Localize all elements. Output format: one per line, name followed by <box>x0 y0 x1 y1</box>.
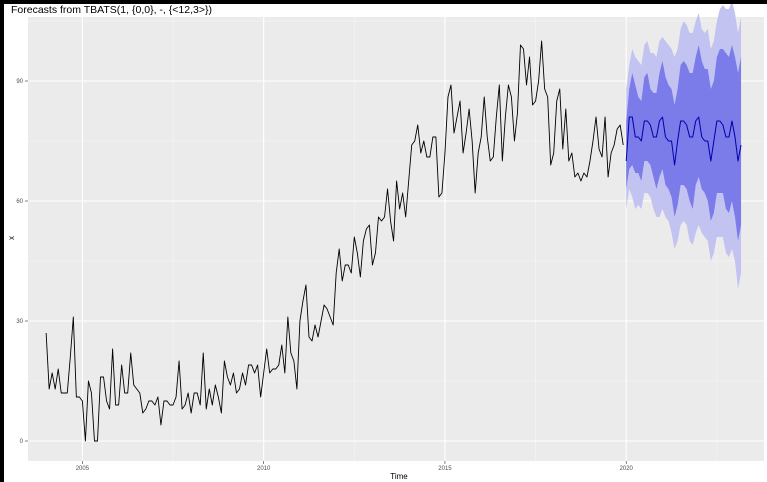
x-tick-label: 2005 <box>76 466 90 472</box>
y-tick-label: 30 <box>16 319 23 325</box>
window-border-left <box>0 0 4 482</box>
y-tick-label: 90 <box>16 79 23 85</box>
x-tick-label: 2015 <box>438 466 452 472</box>
x-tick-label: 2010 <box>257 466 271 472</box>
chart-title: Forecasts from TBATS(1, {0,0}, -, {<12,3… <box>11 4 212 16</box>
x-axis: 2005 2010 2015 2020 <box>76 461 634 472</box>
window-border-top <box>0 0 767 4</box>
y-axis-title: x <box>7 236 16 240</box>
y-tick-label: 0 <box>20 439 24 445</box>
y-axis: 0 30 60 90 <box>16 79 28 445</box>
x-axis-title: Time <box>390 472 408 481</box>
y-tick-label: 60 <box>16 199 23 205</box>
x-tick-label: 2020 <box>620 466 634 472</box>
